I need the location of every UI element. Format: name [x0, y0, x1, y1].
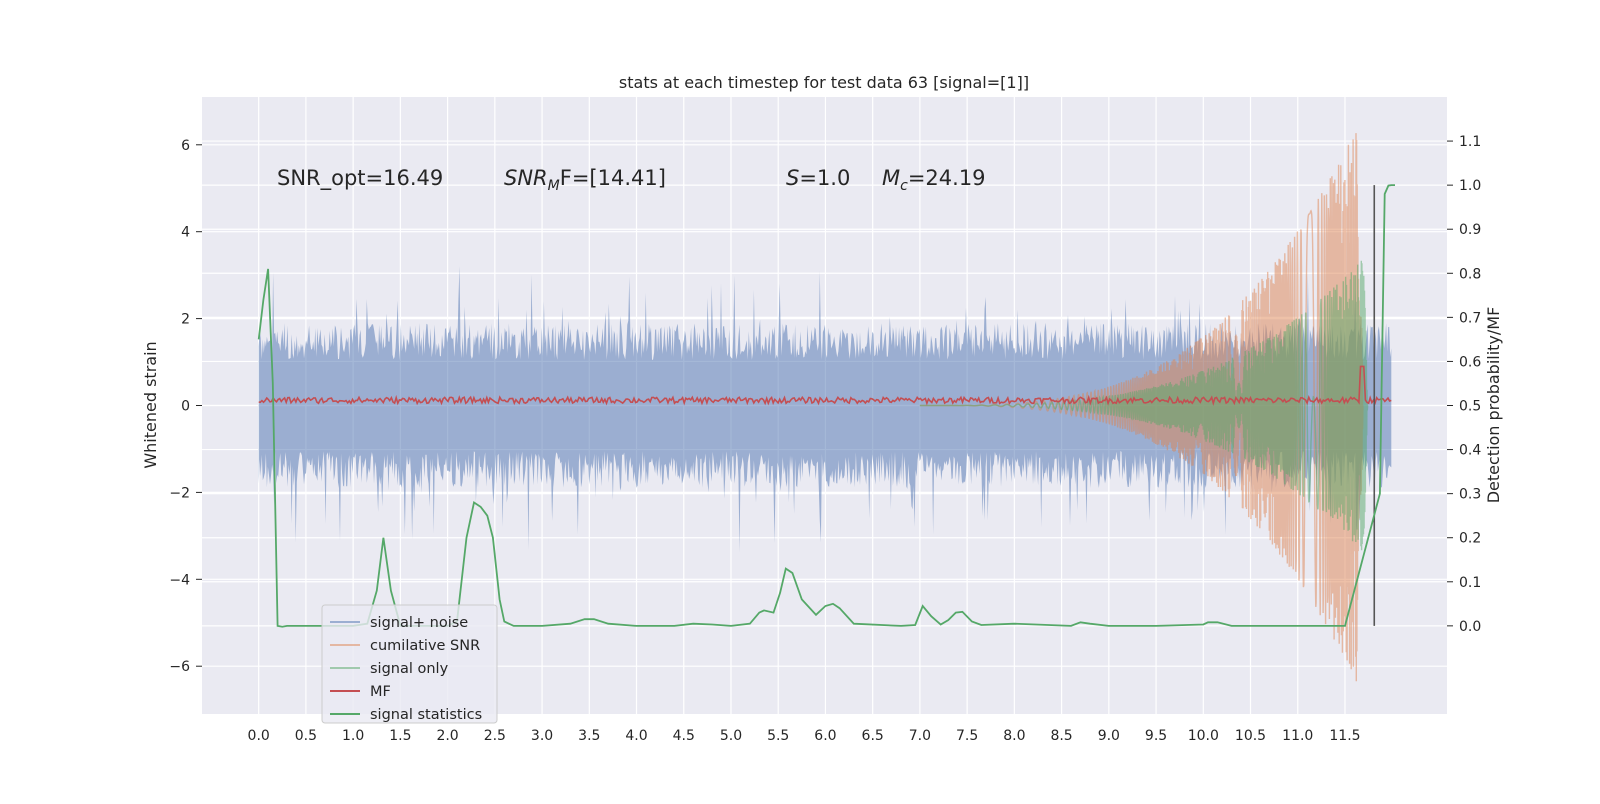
- signal-noise-band: [258, 266, 1392, 553]
- y-right-axis-label: Detection probability/MF: [1484, 307, 1503, 504]
- y-tick-label: 2: [181, 312, 190, 328]
- x-tick-label: 0.0: [248, 728, 270, 744]
- x-tick-label: 0.5: [295, 728, 317, 744]
- annotation-mc-main: M: [882, 166, 900, 190]
- signal-statistics-series: [257, 184, 1395, 628]
- annotation-snr-mf: SNRMF=[14.41]: [504, 166, 666, 194]
- y-right-tick-label: 0.1: [1459, 575, 1481, 591]
- annotation-mc-sub: c: [900, 178, 908, 194]
- x-tick-label: 7.0: [909, 728, 931, 744]
- signal-only-series: [919, 260, 1369, 551]
- y-tick-label: 4: [181, 225, 190, 241]
- y-right-tick-label: 1.0: [1459, 178, 1481, 194]
- legend-label: MF: [370, 684, 391, 700]
- y-axis-label: Whitened strain: [141, 341, 160, 468]
- x-tick-label: 5.0: [720, 728, 742, 744]
- signal-only-line: [919, 260, 1369, 551]
- y-right-tick-label: 0.2: [1459, 531, 1481, 547]
- x-tick-labels: 0.0 0.5 1.0 1.5 2.0 2.5 3.0 3.5 4.0 4.5 5.0 5.5 6.0 6…: [248, 728, 1361, 744]
- x-tick-label: 2.5: [484, 728, 506, 744]
- x-tick-label: 3.0: [531, 728, 553, 744]
- x-tick-label: 4.0: [625, 728, 647, 744]
- legend: signal+ noise cumilative SNR signal only MF…: [321, 604, 498, 724]
- mf-line: [258, 365, 1392, 407]
- x-tick-label: 10.5: [1235, 728, 1266, 744]
- legend-label: signal+ noise: [370, 615, 468, 631]
- x-tick-label: 11.0: [1282, 728, 1313, 744]
- y-right-tick-labels: 0.0 0.1 0.2 0.3 0.4 0.5 0.6 0.7 0.8 0.9 1.0 1.1: [1447, 134, 1481, 635]
- y-right-tick-label: 0.0: [1459, 619, 1481, 635]
- y-right-tick-label: 0.7: [1459, 310, 1481, 326]
- chart-title: stats at each timestep for test data 63 …: [619, 73, 1029, 92]
- y-tick-label: 0: [181, 399, 190, 415]
- y-right-tick-label: 1.1: [1459, 134, 1481, 150]
- annotation-s-main: S: [786, 166, 799, 190]
- annotation-snr-mf-main: SNR: [504, 166, 548, 190]
- y-right-tick-label: 0.4: [1459, 443, 1481, 459]
- x-tick-label: 1.5: [389, 728, 411, 744]
- y-right-tick-label: 0.8: [1459, 266, 1481, 282]
- mf-series: [258, 365, 1392, 407]
- x-tick-label: 9.0: [1098, 728, 1120, 744]
- x-tick-label: 8.0: [1003, 728, 1025, 744]
- x-tick-label: 11.5: [1329, 728, 1360, 744]
- y-right-tick-label: 0.3: [1459, 487, 1481, 503]
- x-tick-label: 9.5: [1145, 728, 1167, 744]
- y-tick-label: 6: [181, 138, 190, 154]
- x-tick-label: 8.5: [1050, 728, 1072, 744]
- annotation-mc-rest: =24.19: [908, 166, 986, 190]
- legend-label: signal only: [370, 661, 449, 677]
- annotation-s: S=1.0: [786, 166, 850, 190]
- y-right-tick-label: 0.5: [1459, 399, 1481, 415]
- signal-noise-series: [258, 266, 1392, 553]
- x-tick-label: 3.5: [578, 728, 600, 744]
- y-right-tick-label: 0.6: [1459, 354, 1481, 370]
- annotation-s-rest: =1.0: [799, 166, 850, 190]
- x-tick-label: 1.0: [342, 728, 364, 744]
- legend-box: [321, 604, 498, 724]
- annotation-snr-mf-sub: M: [548, 178, 560, 194]
- y-tick-label: −6: [169, 659, 190, 675]
- x-tick-label: 2.0: [436, 728, 458, 744]
- y-tick-label: −2: [169, 485, 190, 501]
- y-tick-labels: −6 −4 −2 0 2 4 6: [169, 138, 202, 675]
- annotation-mc: Mc=24.19: [882, 166, 986, 194]
- x-tick-label: 4.5: [673, 728, 695, 744]
- x-tick-label: 7.5: [956, 728, 978, 744]
- signal-statistics-line: [257, 184, 1395, 628]
- legend-label: cumilative SNR: [370, 638, 480, 654]
- annotation-snr-opt: SNR_opt=16.49: [277, 166, 443, 191]
- y-right-tick-label: 0.9: [1459, 222, 1481, 238]
- x-tick-label: 5.5: [767, 728, 789, 744]
- legend-items: signal+ noise cumilative SNR signal only MF…: [330, 615, 482, 723]
- x-tick-label: 10.0: [1188, 728, 1219, 744]
- legend-label: signal statistics: [370, 707, 482, 723]
- annotation-snr-mf-rest: F=[14.41]: [560, 166, 666, 190]
- y-tick-label: −4: [169, 572, 190, 588]
- x-tick-label: 6.0: [814, 728, 836, 744]
- x-tick-label: 6.5: [862, 728, 884, 744]
